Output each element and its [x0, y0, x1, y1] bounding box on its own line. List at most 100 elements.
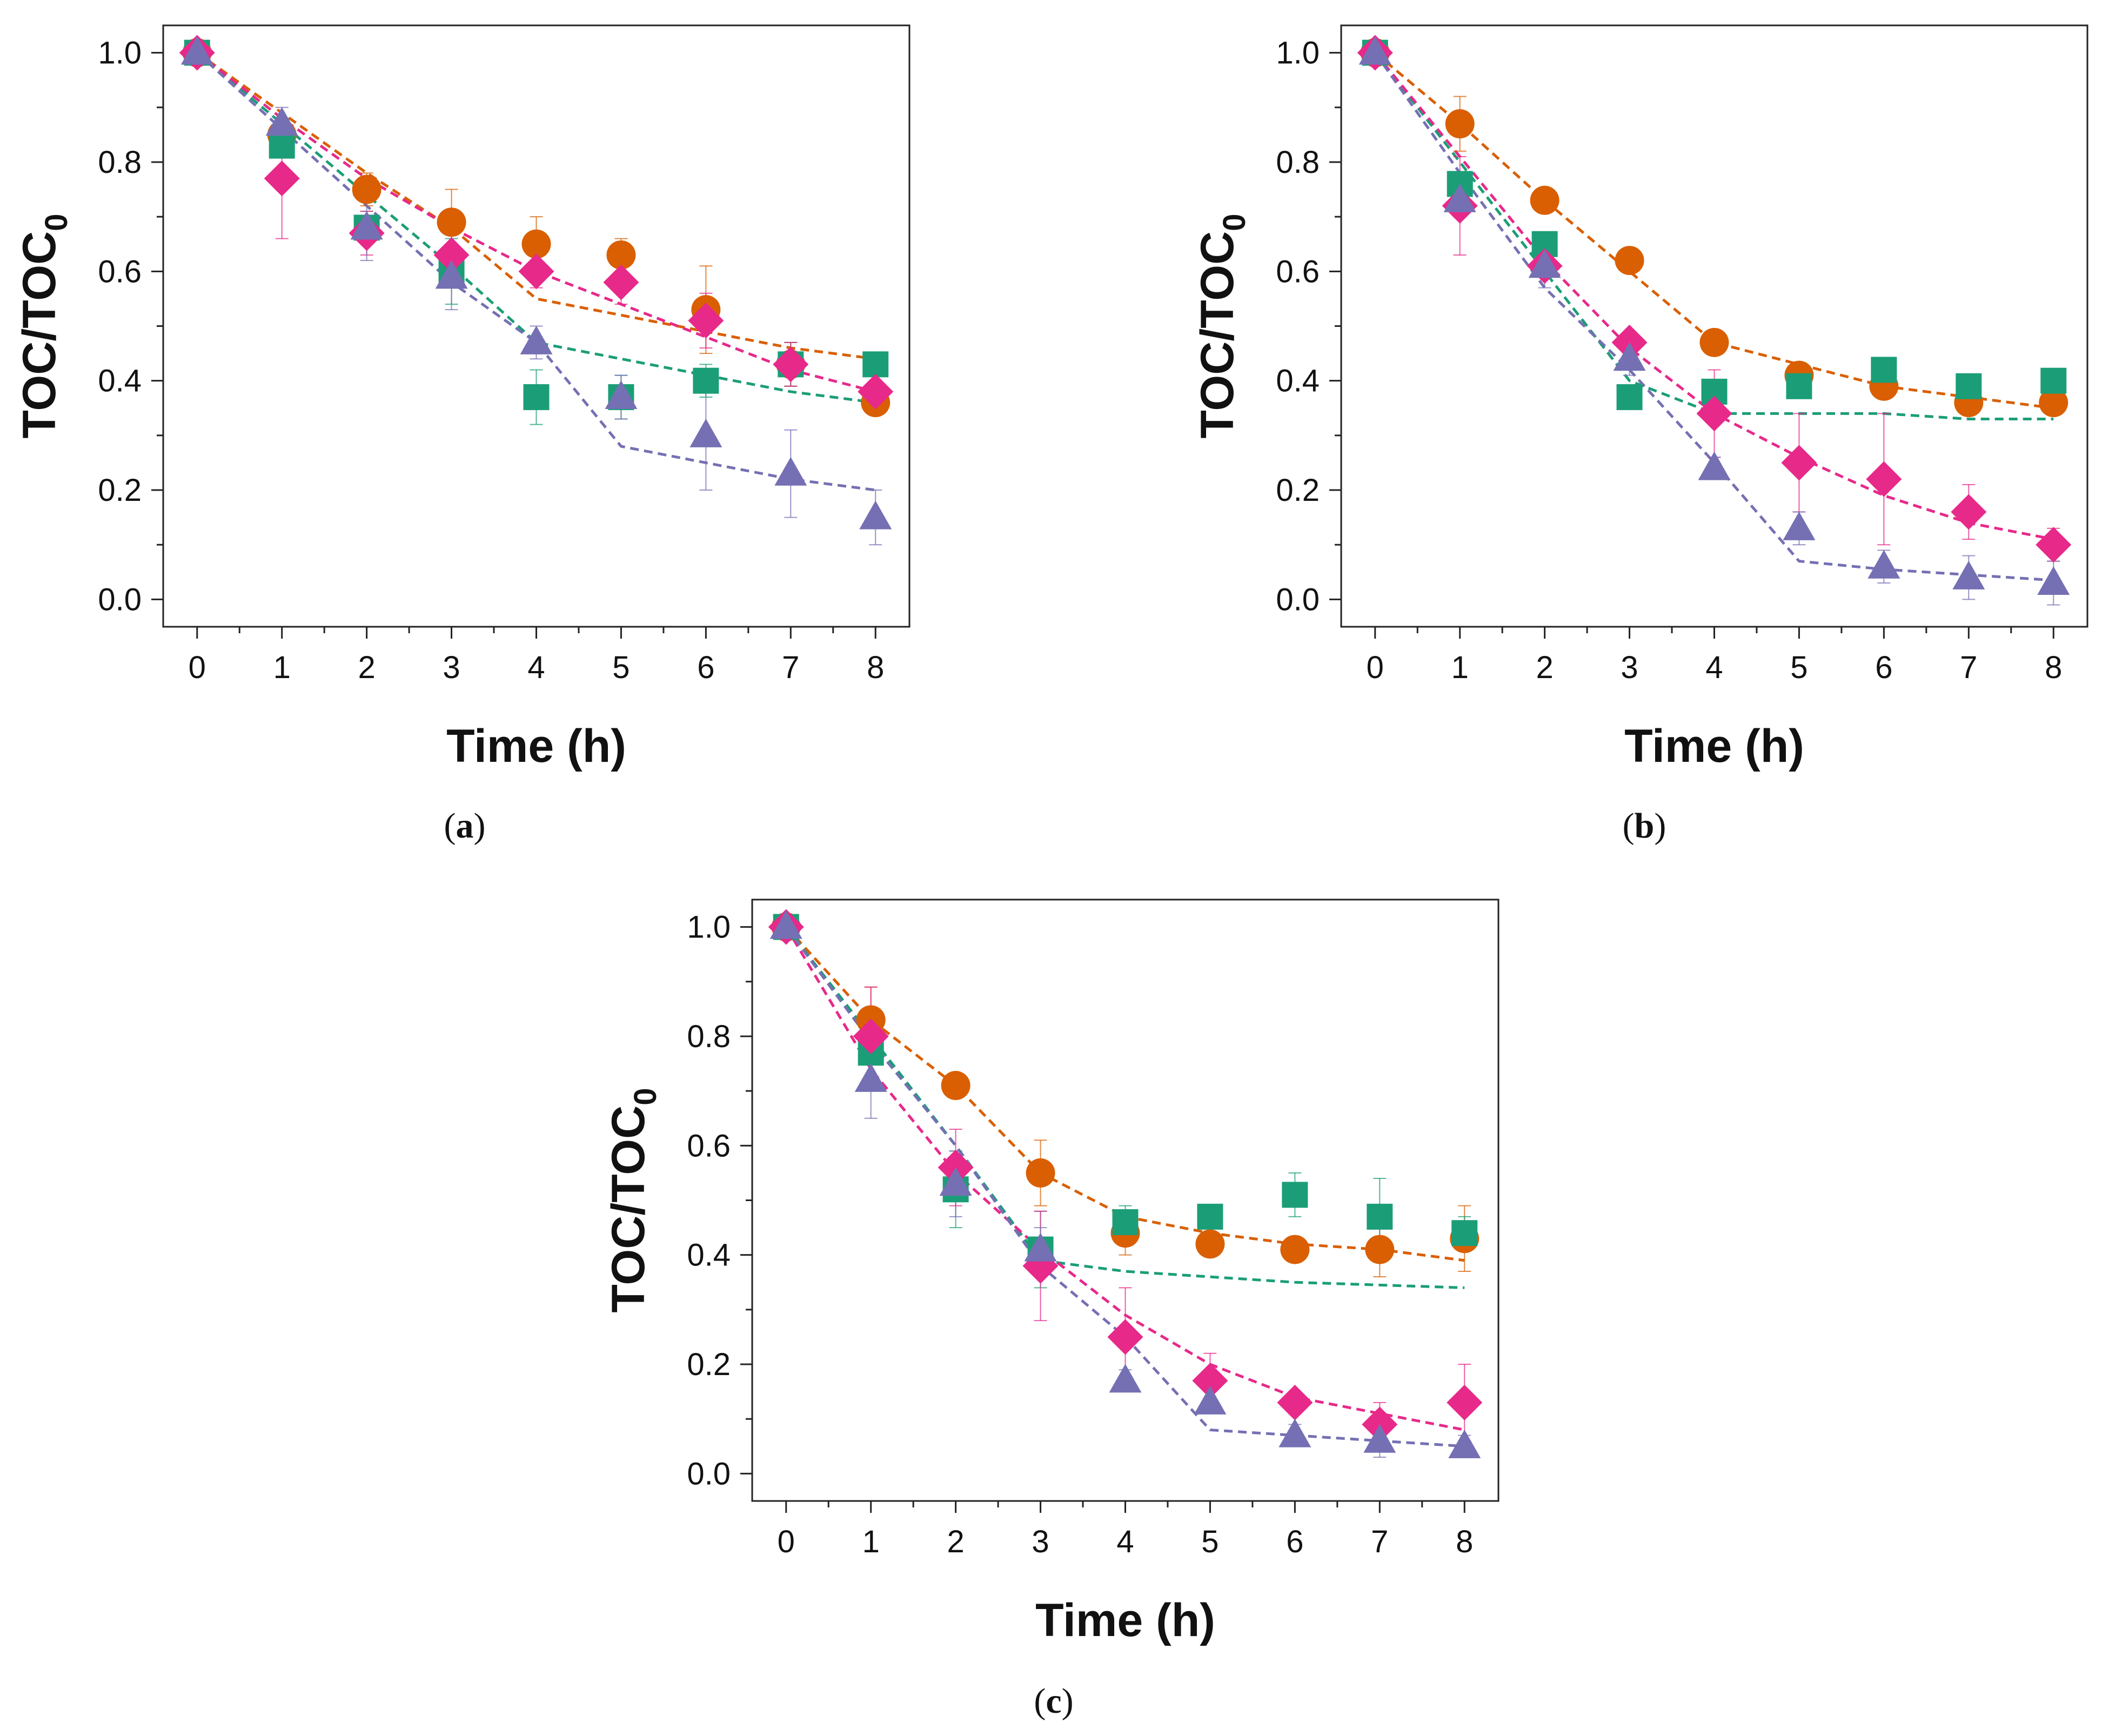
data-point-diamond	[1781, 445, 1817, 481]
data-point-circle	[1530, 185, 1559, 215]
data-point-circle	[1195, 1229, 1225, 1259]
data-point-diamond	[518, 253, 554, 290]
x-tick-label: 4	[527, 650, 545, 685]
x-axis-title: Time (h)	[1035, 1594, 1215, 1646]
fit-line-triangle	[196, 51, 876, 492]
x-tick-label: 2	[947, 1524, 965, 1559]
x-tick-label: 0	[189, 650, 206, 685]
data-point-circle	[1026, 1158, 1055, 1188]
y-tick-label: 0.8	[687, 1019, 731, 1054]
data-point-triangle	[1278, 1418, 1311, 1447]
data-point-circle	[521, 229, 551, 259]
data-point-triangle	[1613, 342, 1646, 371]
data-point-diamond	[853, 1018, 889, 1054]
data-point-triangle	[2037, 566, 2070, 595]
data-point-triangle	[859, 500, 892, 529]
data-point-triangle	[1952, 560, 1985, 589]
data-point-triangle	[1698, 451, 1731, 480]
data-point-diamond	[264, 160, 300, 197]
x-tick-label: 1	[1451, 650, 1469, 685]
data-point-triangle	[350, 211, 383, 240]
y-axis-title-subscript: 0	[628, 1088, 663, 1105]
data-point-square	[862, 351, 889, 378]
chart-panel-a: 0 1 2 3 4 5 6 7 8 0.0 0.2 0.4 0.6 0.8 1.0 Time (h) TOC/T…	[14, 24, 911, 846]
y-tick-label: 0.0	[98, 582, 142, 617]
y-tick-label: 1.0	[687, 910, 731, 945]
x-tick-label: 6	[1875, 650, 1892, 685]
data-point-diamond	[1866, 461, 1902, 497]
data-point-square	[1112, 1209, 1139, 1235]
data-point-triangle	[1448, 1429, 1481, 1458]
data-point-diamond	[1447, 1384, 1483, 1420]
data-point-circle	[1280, 1235, 1310, 1264]
chart-panel-c: 0 1 2 3 4 5 6 7 8 0.0 0.2 0.4 0.6 0.8 1.0 Time (h) TOC/T…	[603, 899, 1499, 1721]
data-point-triangle	[769, 910, 802, 939]
y-tick-label: 0.6	[1276, 254, 1320, 289]
data-point-triangle	[1443, 183, 1476, 212]
x-tick-label: 7	[1371, 1524, 1388, 1559]
caption-paren-close: )	[1062, 1681, 1074, 1721]
data-point-square	[693, 367, 719, 394]
data-point-triangle	[1783, 511, 1816, 540]
data-point-circle	[437, 207, 466, 237]
data-point-square	[1282, 1182, 1308, 1208]
data-point-diamond	[1192, 1363, 1228, 1399]
data-point-triangle	[435, 260, 468, 289]
data-point-triangle	[1528, 249, 1561, 278]
data-point-square	[1616, 384, 1643, 411]
data-point-square	[1786, 373, 1812, 399]
x-tick-label: 1	[862, 1524, 880, 1559]
data-point-square	[1367, 1203, 1393, 1230]
data-point-triangle	[1358, 36, 1391, 65]
data-point-square	[269, 132, 295, 159]
data-point-diamond	[773, 346, 809, 383]
x-tick-label: 8	[1456, 1524, 1473, 1559]
y-tick-label: 0.4	[687, 1238, 731, 1273]
data-point-triangle	[1024, 1232, 1057, 1262]
data-point-triangle	[1194, 1385, 1227, 1415]
data-point-diamond	[603, 264, 639, 300]
data-point-circle	[1699, 327, 1729, 357]
caption-letter: a	[456, 806, 474, 846]
data-point-triangle	[774, 457, 807, 486]
caption-letter: b	[1635, 806, 1655, 846]
x-tick-label: 5	[612, 650, 630, 685]
plot-frame	[751, 899, 1499, 1502]
data-point-diamond	[1696, 396, 1732, 432]
data-point-circle	[1365, 1235, 1395, 1264]
data-point-diamond	[858, 373, 894, 410]
caption-paren-open: (	[444, 806, 456, 846]
data-point-triangle	[180, 36, 213, 65]
x-tick-label: 6	[697, 650, 714, 685]
x-axis-title: Time (h)	[446, 720, 626, 772]
y-tick-label: 0.2	[687, 1347, 731, 1382]
y-tick-label: 0.8	[1276, 145, 1320, 180]
fit-line-diamond	[196, 51, 876, 393]
data-point-square	[1197, 1203, 1223, 1230]
fit-line-circle	[1374, 51, 2054, 410]
y-tick-label: 0.2	[1276, 473, 1320, 508]
data-point-diamond	[1277, 1384, 1313, 1420]
data-point-triangle	[689, 418, 722, 447]
x-tick-label: 5	[1201, 1524, 1219, 1559]
y-tick-label: 0.6	[687, 1128, 731, 1163]
x-tick-label: 7	[1960, 650, 1977, 685]
y-axis-title: TOC/TOC0	[14, 213, 74, 438]
data-point-circle	[2039, 388, 2068, 418]
y-tick-label: 0.4	[98, 364, 142, 399]
x-tick-label: 3	[1032, 1524, 1049, 1559]
fit-line-square	[785, 926, 1465, 1289]
y-axis-title: TOC/TOC0	[603, 1088, 663, 1312]
x-tick-label: 3	[443, 650, 460, 685]
data-point-diamond	[1107, 1319, 1143, 1355]
y-tick-label: 0.0	[687, 1456, 731, 1491]
data-point-triangle	[1867, 549, 1900, 579]
data-point-triangle	[520, 325, 553, 354]
data-point-square	[1451, 1220, 1478, 1246]
data-point-triangle	[265, 107, 298, 136]
data-point-triangle	[605, 380, 638, 410]
fit-line-triangle	[1374, 52, 2054, 582]
x-tick-label: 0	[778, 1524, 795, 1559]
data-point-circle	[1615, 246, 1644, 276]
